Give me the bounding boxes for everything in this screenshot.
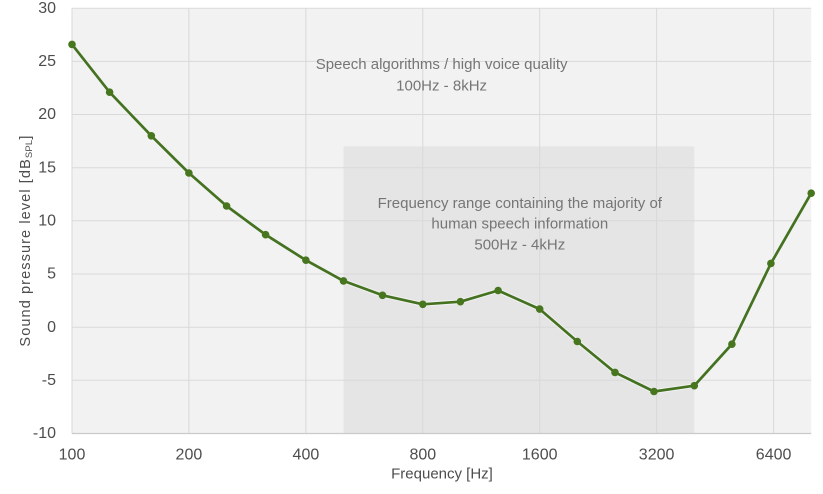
svg-text:Sound pressure level [dBSPL]: Sound pressure level [dBSPL] <box>18 134 35 346</box>
svg-text:800: 800 <box>409 447 436 464</box>
svg-text:1600: 1600 <box>522 447 558 464</box>
svg-text:100Hz - 8kHz: 100Hz - 8kHz <box>396 77 487 94</box>
svg-text:20: 20 <box>38 106 56 123</box>
svg-text:25: 25 <box>38 53 56 70</box>
svg-text:human speech information: human speech information <box>431 216 608 233</box>
svg-text:15: 15 <box>38 159 56 176</box>
svg-text:5: 5 <box>47 266 56 283</box>
svg-text:0: 0 <box>47 319 56 336</box>
svg-text:200: 200 <box>176 447 203 464</box>
svg-text:500Hz - 4kHz: 500Hz - 4kHz <box>474 236 565 253</box>
svg-text:100: 100 <box>59 447 86 464</box>
svg-text:Speech algorithms / high voice: Speech algorithms / high voice quality <box>316 56 568 73</box>
svg-text:30: 30 <box>38 0 56 17</box>
svg-text:Frequency [Hz]: Frequency [Hz] <box>391 465 493 482</box>
svg-text:6400: 6400 <box>756 447 792 464</box>
svg-text:-5: -5 <box>42 372 56 389</box>
svg-text:-10: -10 <box>33 425 56 442</box>
svg-text:3200: 3200 <box>639 447 675 464</box>
svg-text:400: 400 <box>293 447 320 464</box>
svg-text:Frequency range containing the: Frequency range containing the majority … <box>378 195 663 212</box>
svg-text:10: 10 <box>38 213 56 230</box>
